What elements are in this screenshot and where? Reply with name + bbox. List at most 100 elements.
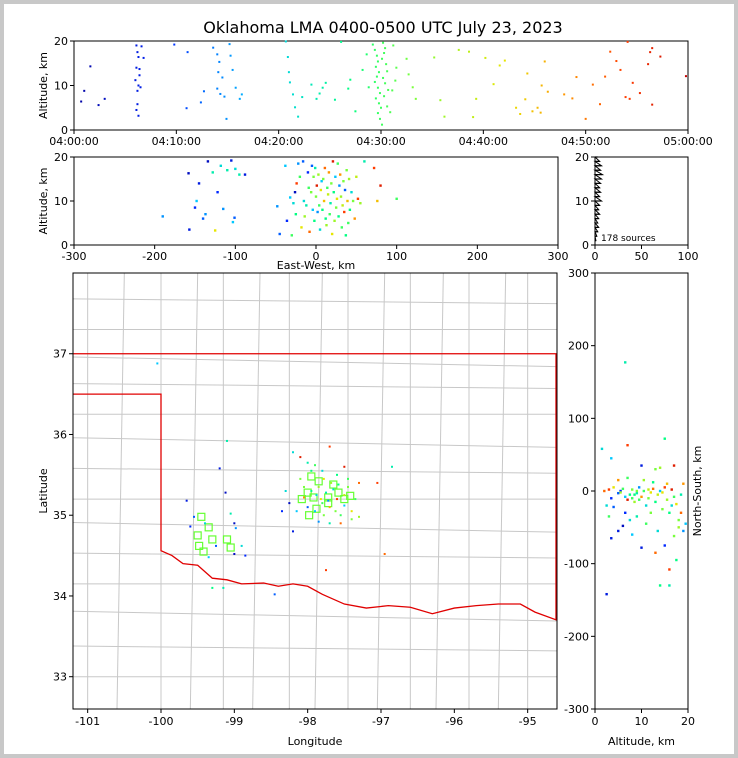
ns-frame (594, 272, 689, 710)
plan-view-point (330, 481, 333, 484)
ew-point (334, 206, 338, 209)
ns-point (658, 584, 662, 587)
time-height-point (391, 89, 394, 92)
time-height-point (186, 51, 189, 54)
ew-point (284, 164, 287, 167)
time-height-point (376, 86, 379, 89)
ns-point (651, 487, 655, 491)
time-x-tick-label: 04:30:00 (356, 135, 405, 148)
time-height-point (375, 75, 378, 78)
ns-point (626, 498, 629, 501)
ns-point (637, 498, 641, 501)
plan-x-tick-label: -101 (75, 715, 100, 728)
ns-point (665, 482, 669, 485)
time-height-point (136, 51, 139, 54)
lma-station-marker (314, 477, 323, 486)
ns-point (675, 502, 678, 506)
plan-x-tick-label: -96 (445, 715, 463, 728)
ew-x-tick-label: 300 (548, 250, 569, 263)
county-line (252, 273, 261, 709)
ew-point (356, 197, 360, 200)
time-height-point (392, 44, 395, 47)
ns-point (610, 537, 613, 540)
ew-point (288, 196, 292, 199)
county-line (73, 298, 557, 305)
time-height-point (374, 97, 377, 100)
plan-view-point (347, 477, 349, 480)
plan-view-point (240, 544, 243, 547)
plan-view-point (193, 515, 195, 518)
time-height-point (475, 97, 478, 100)
time-height-point (659, 55, 662, 58)
ew-point (340, 226, 344, 229)
ns-point (600, 447, 604, 451)
plan-x-tick-label: -97 (372, 715, 390, 728)
ns-point (679, 493, 683, 496)
plan-view-point (207, 556, 210, 559)
lma-station-marker (312, 504, 321, 513)
time-height-point (103, 97, 106, 100)
ns-point (628, 493, 632, 496)
time-x-tick-label: 04:00:00 (49, 135, 98, 148)
ew-point (318, 204, 321, 207)
ns-x-tick-label: 20 (681, 715, 695, 728)
ns-point (672, 534, 676, 538)
time-height-point (381, 57, 384, 60)
ew-point (346, 199, 349, 203)
ew-point (298, 175, 302, 178)
ew-point (243, 173, 247, 176)
time-height-point (383, 95, 386, 98)
time-height-point (563, 93, 566, 96)
time-x-tick-label: 04:50:00 (561, 135, 610, 148)
plan-view-point (185, 499, 188, 502)
state-border-south (73, 393, 557, 621)
plan-x-tick-label: -100 (149, 715, 174, 728)
ns-point (612, 505, 615, 509)
time-height-point (539, 111, 542, 114)
ns-point (682, 529, 685, 533)
time-height-point (301, 96, 304, 99)
ew-point (345, 169, 348, 172)
time-height-point (229, 54, 232, 57)
ns-point (610, 497, 613, 500)
altitude-histogram-panel: 0 50 100 0 10 20 178 sources (575, 151, 699, 263)
ns-point (640, 546, 643, 549)
time-height-point (626, 40, 629, 43)
hist-y-tick-label: 10 (575, 195, 589, 208)
time-height-point (371, 43, 374, 46)
ew-point (395, 197, 398, 200)
plan-view-point (229, 512, 232, 515)
ns-x-tick-label: 10 (635, 715, 649, 728)
time-y-tick-label: 10 (54, 80, 68, 93)
time-height-point (531, 110, 534, 113)
plan-view-point (343, 465, 346, 468)
ew-frame (73, 156, 559, 246)
ns-point (621, 524, 625, 528)
time-height-point (97, 104, 100, 107)
time-height-point (219, 92, 222, 95)
plan-frame (72, 272, 558, 710)
ew-point (188, 228, 191, 231)
time-height-point (571, 97, 574, 100)
time-height-point (139, 86, 142, 89)
time-y-tick-label: 0 (61, 124, 68, 137)
figure-svg: Oklahoma LMA 0400-0500 UTC July 23, 2023… (37, 18, 713, 748)
ns-point (654, 500, 657, 504)
county-line (73, 437, 557, 448)
plan-view-point (343, 504, 346, 507)
ns-point (617, 529, 620, 533)
ew-point (350, 191, 353, 194)
plan-y-tick-label: 36 (53, 428, 67, 441)
ns-point (617, 491, 620, 495)
ew-point (231, 220, 235, 224)
county-grid (73, 273, 557, 709)
lma-station-marker (307, 472, 316, 481)
ew-point (309, 191, 313, 194)
hist-x-tick-label: 0 (592, 250, 599, 263)
ns-point (640, 464, 643, 467)
ew-point (331, 160, 335, 163)
time-height-point (216, 87, 219, 90)
ns-point (663, 486, 666, 489)
plan-view-point (233, 552, 236, 555)
ew-point (216, 191, 219, 194)
